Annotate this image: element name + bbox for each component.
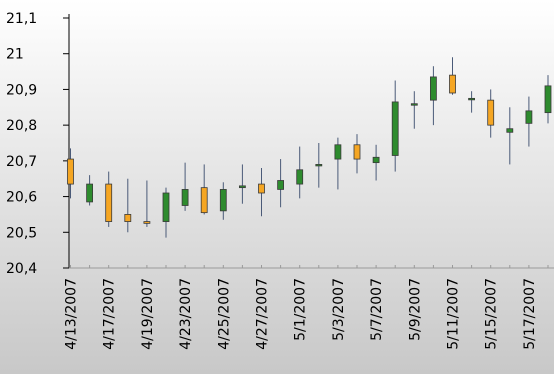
- y-tick-label: 20,8: [6, 118, 37, 134]
- x-tick-label: 5/11/2007: [446, 278, 462, 350]
- candle-body-up: [410, 103, 418, 106]
- x-tick-label: 4/25/2007: [216, 278, 232, 350]
- x-tick-label: 5/17/2007: [522, 278, 538, 350]
- candle-body-up: [391, 101, 399, 156]
- candle-body-up: [86, 183, 93, 203]
- candle-body-up: [525, 110, 533, 124]
- candle-body-up: [506, 128, 514, 133]
- candle-body-up: [181, 189, 189, 206]
- x-tick-label: 5/15/2007: [484, 278, 500, 350]
- candle-body-down: [143, 221, 151, 224]
- y-tick-label: 21,1: [6, 11, 37, 27]
- x-tick-label: 4/19/2007: [140, 278, 156, 350]
- y-tick-label: 20,9: [6, 82, 37, 98]
- candle-body-up: [334, 144, 342, 160]
- candle-body-down: [487, 99, 495, 126]
- candle-body-up: [315, 164, 323, 167]
- x-tick-label: 5/1/2007: [293, 278, 309, 341]
- candle-body-down: [449, 74, 456, 94]
- x-tick-label: 5/3/2007: [331, 278, 347, 341]
- candle-body-up: [238, 185, 246, 189]
- x-tick-label: 4/17/2007: [102, 278, 118, 350]
- candle-body-down: [353, 144, 361, 160]
- candle-body-up: [544, 85, 552, 114]
- candle-body-down: [124, 214, 132, 222]
- candle-body-up: [162, 192, 170, 222]
- y-tick-label: 20,5: [6, 225, 37, 241]
- x-tick-label: 4/27/2007: [255, 278, 271, 350]
- candle-body-up: [372, 156, 380, 164]
- x-tick-label: 5/9/2007: [407, 278, 423, 341]
- plot-area: 20,4 20,5 20,6 20,7 20,8 20,9 21 21,1 4/13/2007 4…: [6, 11, 554, 350]
- candle-body-up: [468, 97, 476, 101]
- candle-body-down: [200, 187, 208, 214]
- y-tick-label: 20,7: [6, 154, 37, 170]
- y-tick-label: 21: [6, 47, 24, 63]
- candle-body-up: [219, 189, 227, 212]
- candle-body-down: [105, 183, 113, 222]
- y-tick-label: 20,6: [6, 190, 37, 206]
- x-tick-label: 5/7/2007: [369, 278, 385, 341]
- x-tick-label: 4/23/2007: [178, 278, 194, 350]
- candle-body-up: [429, 76, 437, 101]
- candle-body-down: [258, 183, 265, 194]
- candle-body-up: [296, 169, 304, 185]
- candle-body-down: [67, 158, 74, 185]
- y-tick-label: 20,4: [6, 261, 37, 277]
- x-tick-label: 4/13/2007: [64, 278, 80, 350]
- candle-body-up: [277, 180, 285, 190]
